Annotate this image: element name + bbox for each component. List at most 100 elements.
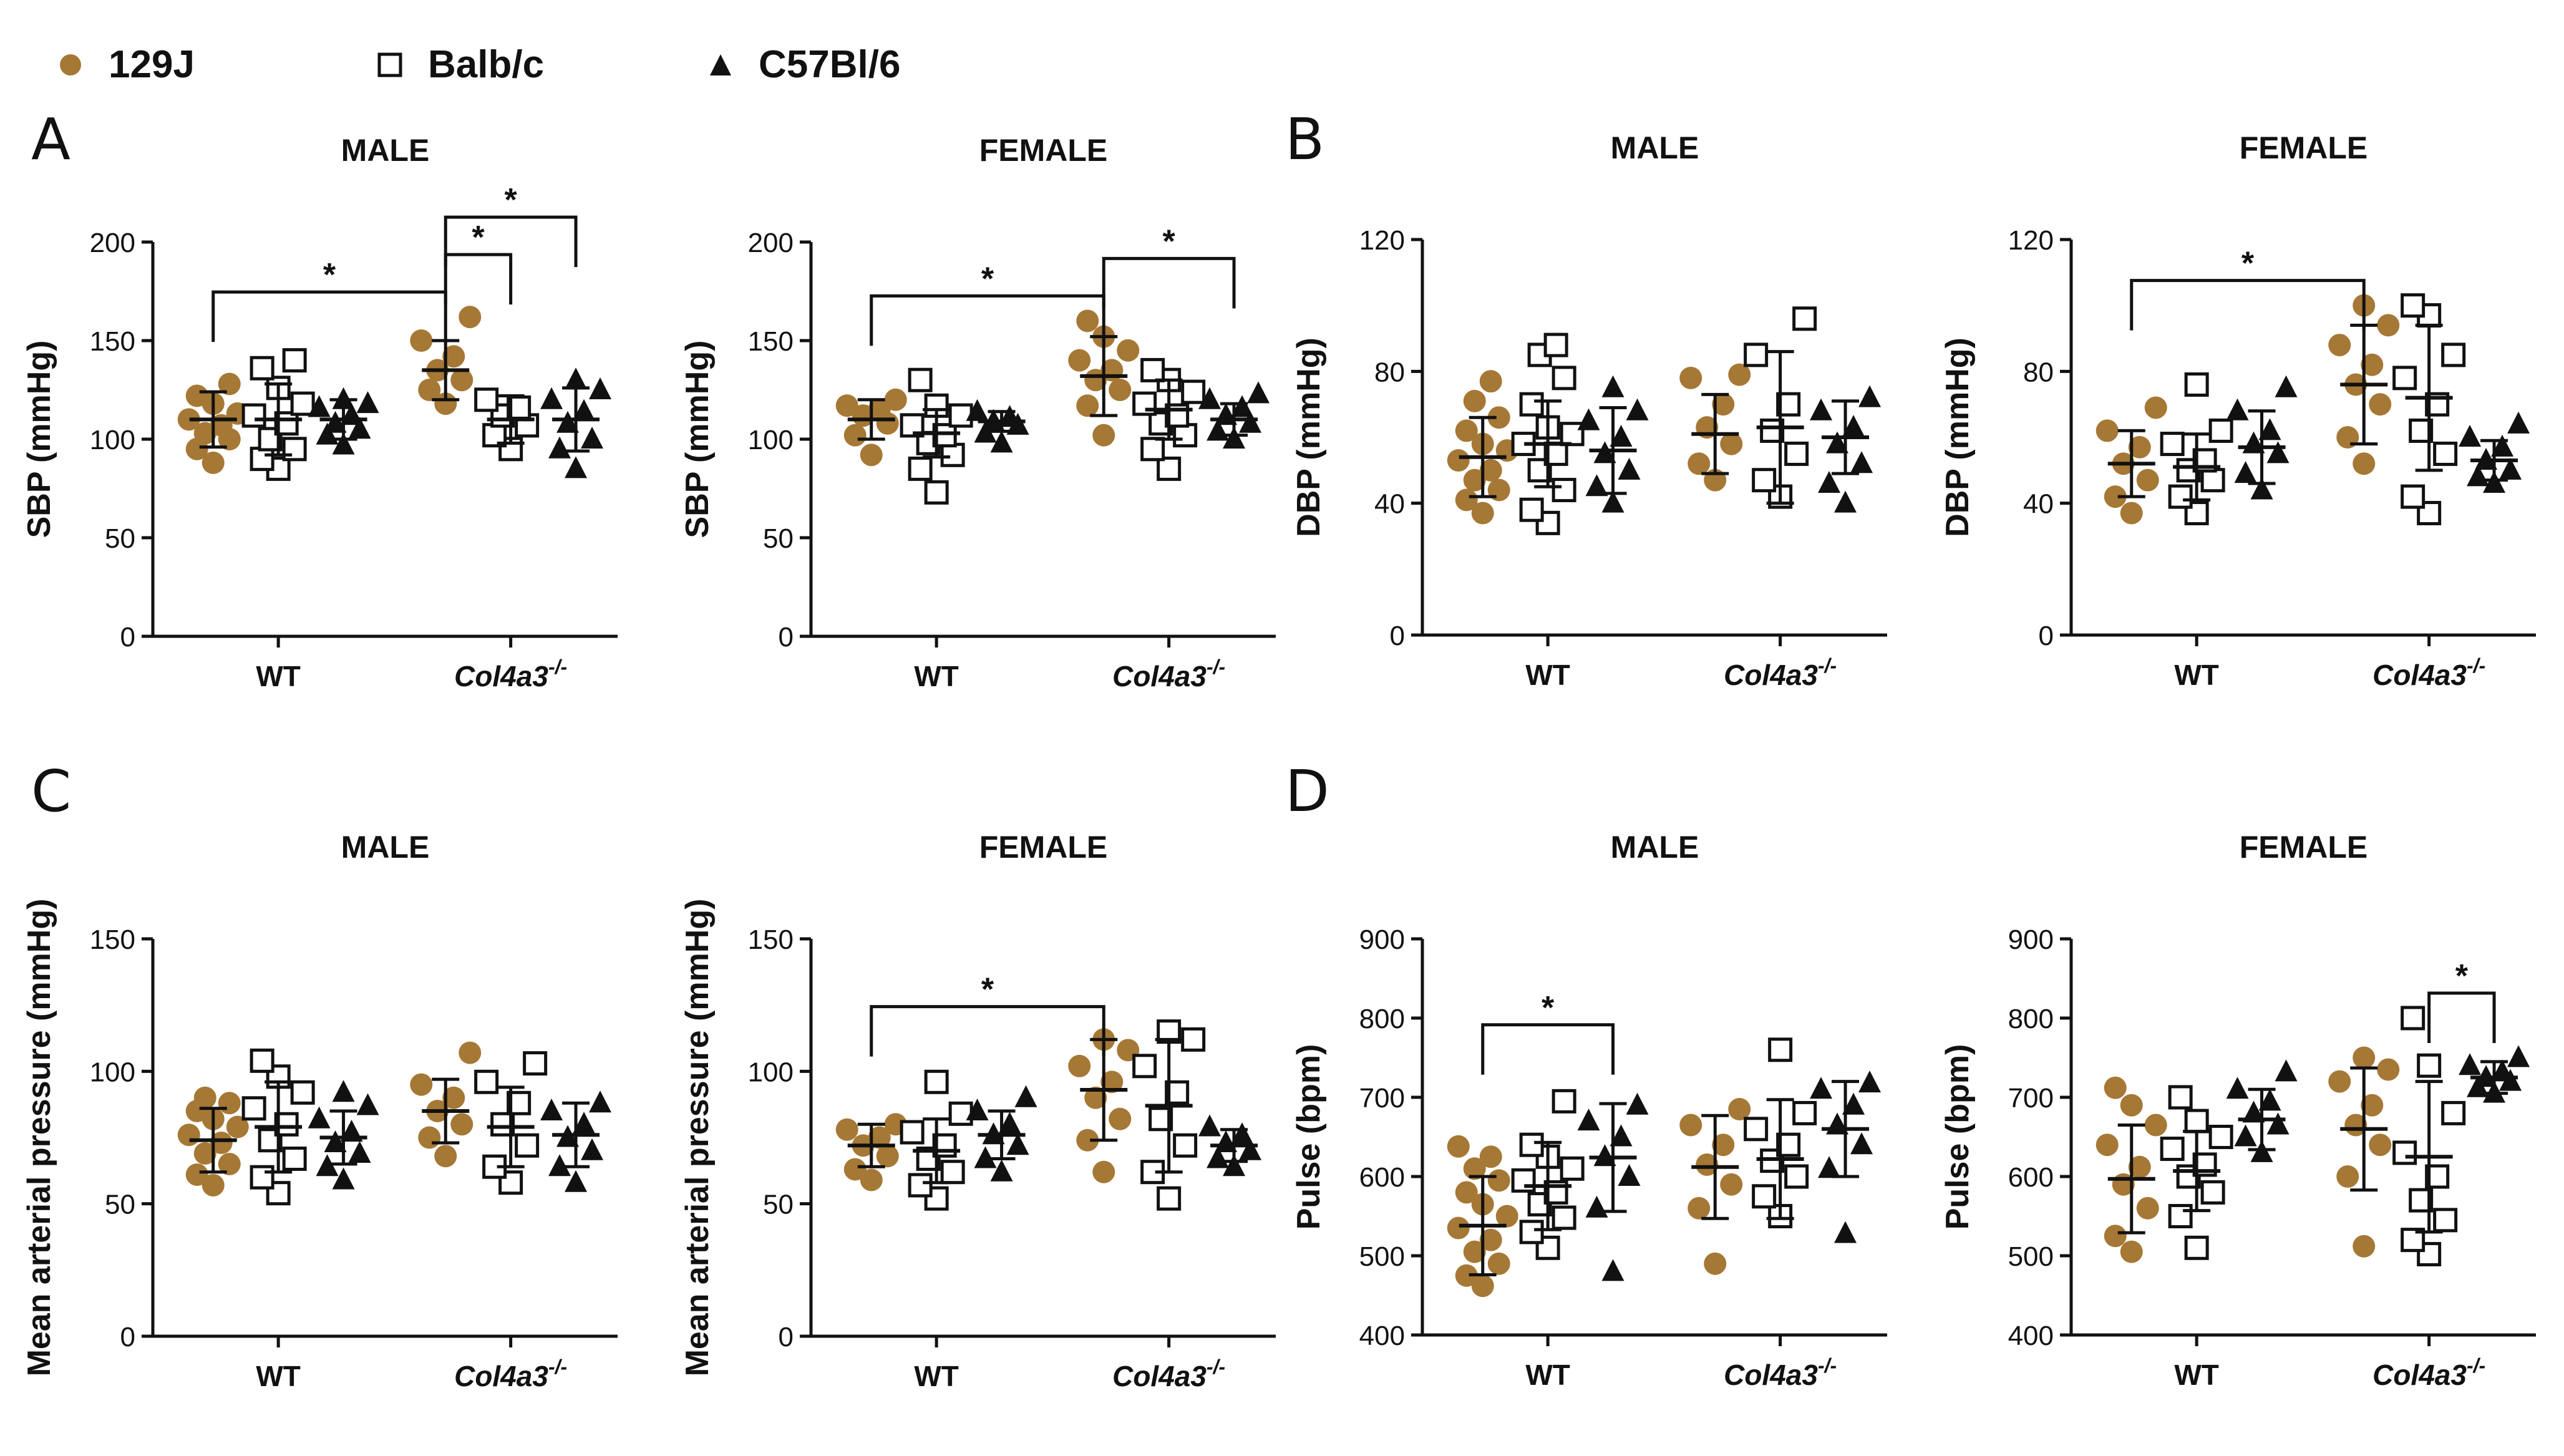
data-point-balbc bbox=[1519, 1220, 1544, 1245]
data-point-129j bbox=[1720, 432, 1743, 455]
data-point-c57bl6 bbox=[1223, 427, 1246, 449]
data-point-129j bbox=[2377, 1058, 2400, 1081]
data-point-balbc bbox=[1552, 1205, 1576, 1230]
data-point-c57bl6 bbox=[324, 1130, 347, 1152]
y-tick-label: 400 bbox=[2008, 1321, 2054, 1351]
data-point-129j bbox=[2144, 1114, 2167, 1137]
data-point-c57bl6 bbox=[1626, 1092, 1649, 1115]
data-point-c57bl6 bbox=[332, 1167, 355, 1190]
data-point-c57bl6 bbox=[1858, 1070, 1882, 1093]
data-point-c57bl6 bbox=[2242, 1100, 2265, 1123]
significance-bracket bbox=[2427, 991, 2496, 1043]
significance-bracket bbox=[1102, 256, 1236, 309]
data-point-balbc bbox=[924, 480, 949, 505]
data-point-balbc bbox=[1535, 510, 1560, 535]
legend-label: Balb/c bbox=[428, 43, 545, 86]
data-point-balbc bbox=[1132, 1054, 1157, 1079]
y-tick-label: 150 bbox=[90, 925, 135, 955]
data-point-c57bl6 bbox=[1626, 398, 1649, 420]
data-point-129j bbox=[2136, 1196, 2159, 1220]
data-point-c57bl6 bbox=[316, 1154, 339, 1177]
significance-label: * bbox=[472, 220, 485, 256]
x-tick-label: WT bbox=[914, 660, 959, 692]
data-point-c57bl6 bbox=[1850, 1132, 1873, 1155]
significance-bracket bbox=[870, 294, 1105, 346]
y-tick-label: 900 bbox=[1359, 925, 1405, 955]
square-marker-icon bbox=[377, 52, 402, 77]
data-point-balbc bbox=[948, 1101, 973, 1126]
data-point-balbc bbox=[2184, 372, 2209, 397]
data-point-balbc bbox=[2417, 1053, 2442, 1078]
data-point-129j bbox=[1455, 488, 1478, 512]
data-point-c57bl6 bbox=[974, 1146, 997, 1168]
data-point-129j bbox=[1068, 349, 1091, 372]
data-point-129j bbox=[1687, 452, 1711, 475]
data-point-balbc bbox=[1543, 332, 1568, 357]
significance-label: * bbox=[2455, 958, 2469, 994]
data-point-balbc bbox=[2168, 1204, 2193, 1228]
y-tick-label: 0 bbox=[120, 622, 135, 653]
data-point-c57bl6 bbox=[1006, 1133, 1029, 1155]
data-point-129j bbox=[1704, 1252, 1727, 1275]
y-tick-label: 0 bbox=[2039, 621, 2054, 651]
data-point-balbc bbox=[2160, 1137, 2185, 1162]
data-point-balbc bbox=[1511, 1168, 1536, 1193]
data-point-129j bbox=[1447, 1216, 1470, 1240]
data-point-129j bbox=[1479, 370, 1502, 393]
data-point-balbc bbox=[1157, 1186, 1182, 1211]
data-point-balbc bbox=[2200, 1180, 2225, 1205]
data-point-balbc bbox=[290, 391, 315, 416]
chart-title: FEMALE bbox=[2240, 830, 2368, 865]
significance-label: * bbox=[505, 182, 518, 218]
y-tick-label: 100 bbox=[748, 1057, 794, 1087]
data-point-balbc bbox=[1552, 1089, 1576, 1114]
data-point-c57bl6 bbox=[2250, 477, 2273, 500]
data-point-129j bbox=[218, 1092, 241, 1115]
chart-3: MALE 0 40 80 120 DBP (mmHg) WT Col4a3-/- bbox=[1291, 130, 1887, 691]
data-point-c57bl6 bbox=[1247, 381, 1270, 404]
data-point-balbc bbox=[1173, 423, 1198, 448]
data-point-c57bl6 bbox=[589, 377, 612, 399]
data-point-129j bbox=[1092, 1160, 1115, 1183]
x-tick-label: Col4a3-/- bbox=[2372, 1354, 2485, 1391]
data-point-129j bbox=[868, 1126, 891, 1149]
data-point-129j bbox=[884, 388, 907, 411]
data-point-129j bbox=[1100, 1070, 1124, 1094]
data-point-129j bbox=[1479, 1228, 1502, 1251]
data-point-c57bl6 bbox=[565, 1170, 588, 1192]
data-point-129j bbox=[1487, 406, 1510, 429]
legend-item-balbc: Balb/c bbox=[374, 42, 544, 87]
data-point-c57bl6 bbox=[1585, 1195, 1608, 1218]
data-point-129j bbox=[1728, 1098, 1751, 1121]
chart-title: MALE bbox=[341, 133, 430, 168]
significance-label: * bbox=[2241, 246, 2255, 282]
data-point-129j bbox=[2361, 353, 2384, 376]
y-tick-label: 100 bbox=[90, 1057, 135, 1087]
data-point-c57bl6 bbox=[1818, 470, 1841, 493]
data-point-c57bl6 bbox=[308, 395, 331, 417]
data-point-129j bbox=[1455, 1264, 1478, 1287]
data-point-balbc bbox=[1519, 1132, 1544, 1157]
data-point-c57bl6 bbox=[1198, 387, 1221, 409]
data-point-129j bbox=[2120, 1240, 2143, 1263]
data-point-balbc bbox=[2401, 1006, 2426, 1031]
data-point-c57bl6 bbox=[1014, 1085, 1037, 1107]
y-tick-label: 50 bbox=[105, 1190, 135, 1220]
data-point-balbc bbox=[2392, 1140, 2417, 1165]
data-point-c57bl6 bbox=[2258, 1089, 2281, 1111]
data-point-c57bl6 bbox=[1239, 1138, 1262, 1160]
x-tick-label: Col4a3-/- bbox=[1112, 1356, 1225, 1392]
y-axis-label: SBP (mmHg) bbox=[21, 341, 57, 538]
data-point-balbc bbox=[290, 1080, 315, 1105]
data-point-balbc bbox=[2208, 418, 2233, 443]
data-point-c57bl6 bbox=[573, 399, 596, 421]
data-point-129j bbox=[2353, 452, 2376, 475]
data-point-balbc bbox=[2441, 342, 2466, 367]
data-point-129j bbox=[1447, 449, 1470, 472]
data-point-c57bl6 bbox=[565, 456, 588, 478]
y-axis-label: Mean arterial pressure (mmHg) bbox=[21, 899, 57, 1377]
chart-4: FEMALE 0 40 80 120 DBP (mmHg) WT Col4a3-/- * bbox=[1940, 130, 2536, 691]
data-point-c57bl6 bbox=[2234, 1124, 2257, 1147]
data-point-c57bl6 bbox=[2499, 457, 2522, 480]
